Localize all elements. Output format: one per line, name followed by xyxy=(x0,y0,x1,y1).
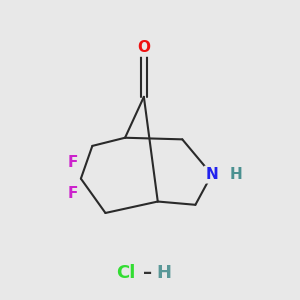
Text: H: H xyxy=(157,264,172,282)
Text: N: N xyxy=(206,167,218,182)
Text: F: F xyxy=(68,186,78,201)
Text: Cl: Cl xyxy=(116,264,136,282)
Text: –: – xyxy=(143,264,152,282)
Text: O: O xyxy=(137,40,150,55)
Text: F: F xyxy=(68,155,78,170)
Text: H: H xyxy=(230,167,243,182)
